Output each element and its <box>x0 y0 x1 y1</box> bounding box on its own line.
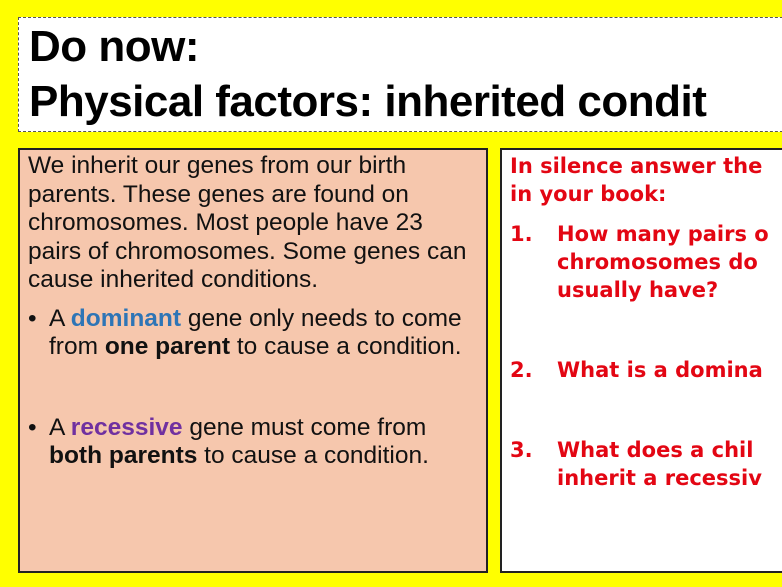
instruction-line-1: In silence answer the <box>510 154 763 178</box>
slide-title-topic: Physical factors: inherited condit <box>29 77 707 126</box>
title-box: Do now: Physical factors: inherited cond… <box>18 17 782 132</box>
question-3: 3. What does a chil inherit a recessiv <box>510 436 782 492</box>
text: to cause a condition. <box>230 333 462 360</box>
slide-title-do-now: Do now: <box>29 22 200 71</box>
question-text: inherit a recessiv <box>557 466 762 490</box>
text: A <box>49 413 71 441</box>
text: to cause a condition. <box>197 442 429 469</box>
text: gene must come from <box>182 413 427 441</box>
keyword-dominant: dominant <box>70 304 182 332</box>
bullet-dominant: • A dominant gene only needs to come fro… <box>28 305 478 362</box>
emphasis-one-parent: one parent <box>104 333 231 360</box>
question-2: 2. What is a domina <box>510 356 782 384</box>
information-panel: We inherit our genes from our birth pare… <box>18 148 488 573</box>
bullet-icon: • <box>28 304 37 332</box>
questions-panel: In silence answer the in your book: 1. H… <box>500 148 782 573</box>
instruction-line-2: in your book: <box>510 182 667 206</box>
question-number: 1. <box>510 222 533 246</box>
question-text: What does a chil <box>557 438 754 462</box>
question-text: usually have? <box>557 278 719 302</box>
emphasis-both-parents: both parents <box>49 442 198 469</box>
question-number: 3. <box>510 438 533 462</box>
bullet-icon: • <box>28 413 37 441</box>
question-1: 1. How many pairs o chromosomes do usual… <box>510 220 782 304</box>
text: gene only needs to come from <box>49 304 462 361</box>
question-text: chromosomes do <box>557 250 758 274</box>
question-text: How many pairs o <box>557 222 769 246</box>
intro-text: We inherit our genes from our birth pare… <box>28 152 467 293</box>
question-text: What is a domina <box>557 358 763 382</box>
text: A <box>49 304 71 332</box>
question-number: 2. <box>510 358 533 382</box>
bullet-recessive: • A recessive gene must come from both p… <box>28 414 478 471</box>
keyword-recessive: recessive <box>70 413 183 441</box>
